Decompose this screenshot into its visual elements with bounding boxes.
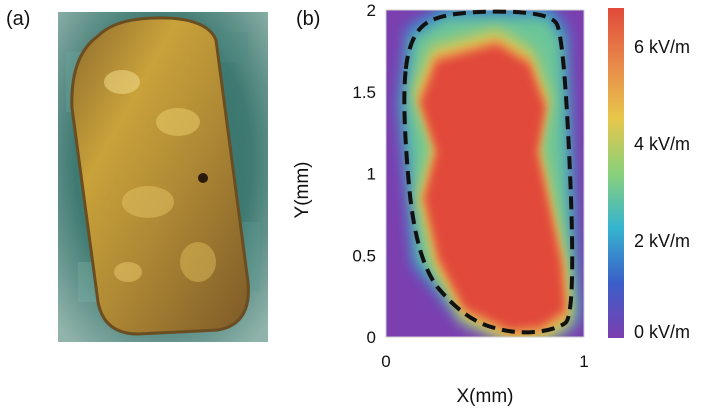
colorbar-tick-label: 0 kV/m	[634, 322, 690, 342]
colorbar-tick-label: 4 kV/m	[634, 134, 690, 154]
x-tick-label: 0	[381, 352, 390, 371]
sample-defect-spot	[198, 173, 208, 183]
sample-boundary-outline	[402, 9, 575, 335]
colorbar-ticks: 0 kV/m 2 kV/m 4 kV/m 6 kV/m	[634, 37, 690, 342]
y-tick-label: 1	[367, 165, 376, 184]
sample-highlights	[104, 70, 216, 282]
panel-b-label: (b)	[296, 8, 321, 30]
field-layers	[398, 10, 580, 337]
field-contour-4	[421, 46, 565, 329]
y-tick-label: 1.5	[352, 83, 376, 102]
y-axis-ticks: 0 0.5 1 1.5 2	[352, 1, 376, 347]
colorbar-tick-label: 2 kV/m	[634, 231, 690, 251]
y-tick-label: 0.5	[352, 246, 376, 265]
x-axis-label: X(mm)	[457, 386, 514, 407]
plot-area	[386, 10, 584, 337]
x-tick-label: 1	[579, 352, 588, 371]
panel-a-label: (a)	[6, 8, 31, 30]
y-tick-label: 2	[367, 1, 376, 20]
y-tick-label: 0	[367, 328, 376, 347]
colorbar	[608, 8, 624, 338]
sample-photo	[58, 12, 268, 342]
y-axis-label: Y(mm)	[292, 162, 313, 219]
colorbar-tick-label: 6 kV/m	[634, 37, 690, 57]
